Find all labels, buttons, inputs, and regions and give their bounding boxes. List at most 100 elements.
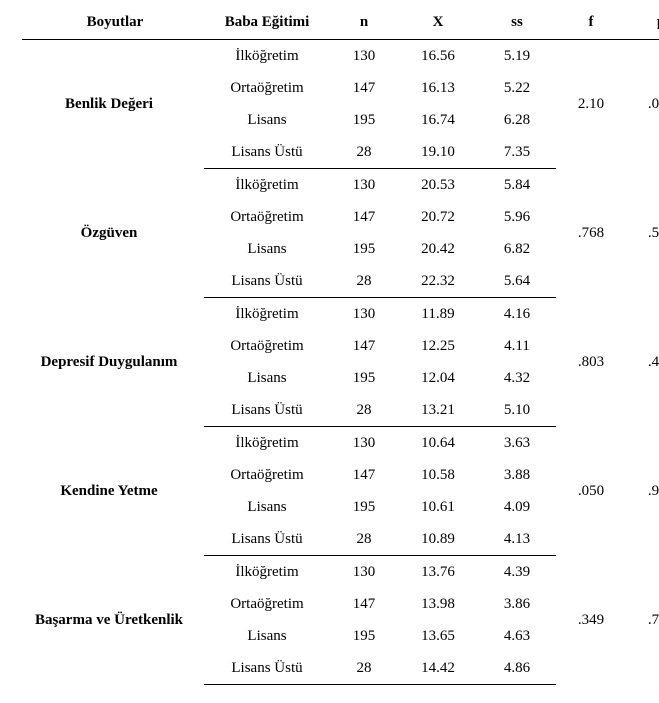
p-cell: .790: [626, 556, 659, 685]
ss-cell: 5.22: [478, 72, 556, 104]
x-cell: 16.56: [398, 40, 478, 73]
f-cell: .349: [556, 556, 626, 685]
n-cell: 28: [330, 652, 398, 685]
ss-cell: 4.32: [478, 362, 556, 394]
anova-table: Boyutlar Baba Eğitimi n X ss f p Benlik …: [22, 8, 659, 685]
ss-cell: 3.86: [478, 588, 556, 620]
n-cell: 28: [330, 523, 398, 556]
x-cell: 16.74: [398, 104, 478, 136]
dimension-cell: Depresif Duygulanım: [22, 298, 204, 427]
col-p: p: [626, 8, 659, 40]
dimension-cell: Özgüven: [22, 169, 204, 298]
table-row: Kendine Yetmeİlköğretim13010.643.63.050.…: [22, 427, 659, 460]
edu-cell: Lisans: [204, 491, 330, 523]
edu-cell: Ortaöğretim: [204, 330, 330, 362]
p-cell: .492: [626, 298, 659, 427]
table-row: Özgüvenİlköğretim13020.535.84.768.512: [22, 169, 659, 202]
edu-cell: İlköğretim: [204, 40, 330, 73]
dimension-cell: Başarma ve Üretkenlik: [22, 556, 204, 685]
col-n: n: [330, 8, 398, 40]
x-cell: 13.21: [398, 394, 478, 427]
col-baba-egitimi: Baba Eğitimi: [204, 8, 330, 40]
col-x: X: [398, 8, 478, 40]
x-cell: 13.65: [398, 620, 478, 652]
ss-cell: 4.86: [478, 652, 556, 685]
x-cell: 20.53: [398, 169, 478, 202]
ss-cell: 3.88: [478, 459, 556, 491]
edu-cell: İlköğretim: [204, 169, 330, 202]
x-cell: 14.42: [398, 652, 478, 685]
col-ss: ss: [478, 8, 556, 40]
x-cell: 16.13: [398, 72, 478, 104]
ss-cell: 5.19: [478, 40, 556, 73]
edu-cell: Lisans Üstü: [204, 652, 330, 685]
edu-cell: Lisans Üstü: [204, 265, 330, 298]
ss-cell: 4.16: [478, 298, 556, 331]
edu-cell: Ortaöğretim: [204, 72, 330, 104]
n-cell: 195: [330, 104, 398, 136]
n-cell: 130: [330, 169, 398, 202]
x-cell: 10.89: [398, 523, 478, 556]
ss-cell: 4.13: [478, 523, 556, 556]
edu-cell: Lisans Üstü: [204, 523, 330, 556]
ss-cell: 4.09: [478, 491, 556, 523]
p-cell: .512: [626, 169, 659, 298]
p-cell: .985: [626, 427, 659, 556]
n-cell: 130: [330, 40, 398, 73]
edu-cell: Lisans: [204, 104, 330, 136]
edu-cell: Lisans Üstü: [204, 394, 330, 427]
x-cell: 10.61: [398, 491, 478, 523]
n-cell: 28: [330, 394, 398, 427]
table-row: Başarma ve Üretkenlikİlköğretim13013.764…: [22, 556, 659, 589]
edu-cell: Ortaöğretim: [204, 459, 330, 491]
ss-cell: 7.35: [478, 136, 556, 169]
ss-cell: 6.28: [478, 104, 556, 136]
x-cell: 22.32: [398, 265, 478, 298]
x-cell: 13.76: [398, 556, 478, 589]
ss-cell: 4.39: [478, 556, 556, 589]
n-cell: 147: [330, 588, 398, 620]
edu-cell: Ortaöğretim: [204, 201, 330, 233]
n-cell: 195: [330, 491, 398, 523]
n-cell: 147: [330, 72, 398, 104]
x-cell: 12.04: [398, 362, 478, 394]
x-cell: 10.64: [398, 427, 478, 460]
f-cell: .803: [556, 298, 626, 427]
dimension-cell: Kendine Yetme: [22, 427, 204, 556]
n-cell: 28: [330, 265, 398, 298]
ss-cell: 5.84: [478, 169, 556, 202]
f-cell: 2.10: [556, 40, 626, 169]
n-cell: 195: [330, 233, 398, 265]
edu-cell: Lisans Üstü: [204, 136, 330, 169]
table-body: Benlik Değeriİlköğretim13016.565.192.10.…: [22, 40, 659, 685]
p-cell: .099: [626, 40, 659, 169]
ss-cell: 5.96: [478, 201, 556, 233]
x-cell: 13.98: [398, 588, 478, 620]
col-boyutlar: Boyutlar: [22, 8, 204, 40]
ss-cell: 5.10: [478, 394, 556, 427]
edu-cell: Lisans: [204, 233, 330, 265]
x-cell: 11.89: [398, 298, 478, 331]
ss-cell: 3.63: [478, 427, 556, 460]
ss-cell: 5.64: [478, 265, 556, 298]
edu-cell: İlköğretim: [204, 298, 330, 331]
ss-cell: 4.63: [478, 620, 556, 652]
n-cell: 147: [330, 459, 398, 491]
x-cell: 19.10: [398, 136, 478, 169]
ss-cell: 4.11: [478, 330, 556, 362]
edu-cell: Lisans: [204, 362, 330, 394]
x-cell: 10.58: [398, 459, 478, 491]
x-cell: 20.42: [398, 233, 478, 265]
table-container: Boyutlar Baba Eğitimi n X ss f p Benlik …: [0, 0, 659, 703]
col-f: f: [556, 8, 626, 40]
header-row: Boyutlar Baba Eğitimi n X ss f p: [22, 8, 659, 40]
n-cell: 130: [330, 298, 398, 331]
x-cell: 20.72: [398, 201, 478, 233]
edu-cell: İlköğretim: [204, 427, 330, 460]
edu-cell: Ortaöğretim: [204, 588, 330, 620]
n-cell: 130: [330, 427, 398, 460]
table-row: Benlik Değeriİlköğretim13016.565.192.10.…: [22, 40, 659, 73]
f-cell: .768: [556, 169, 626, 298]
edu-cell: İlköğretim: [204, 556, 330, 589]
n-cell: 147: [330, 201, 398, 233]
